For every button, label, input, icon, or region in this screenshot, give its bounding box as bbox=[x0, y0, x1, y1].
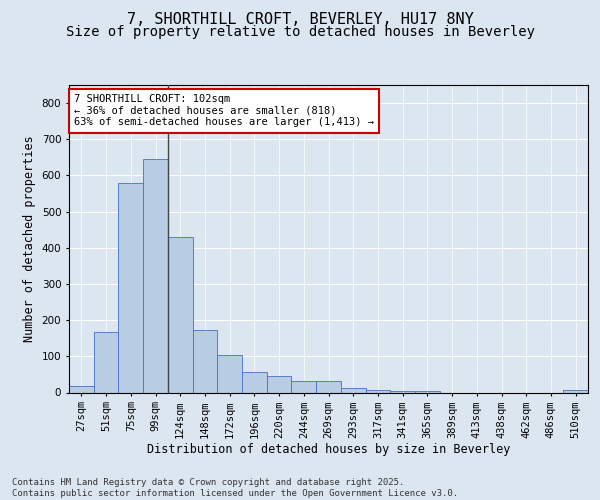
Y-axis label: Number of detached properties: Number of detached properties bbox=[23, 136, 36, 342]
Bar bbox=[316, 381, 341, 392]
Bar bbox=[341, 388, 365, 392]
Bar bbox=[415, 390, 440, 392]
Bar bbox=[267, 376, 292, 392]
Text: Contains HM Land Registry data © Crown copyright and database right 2025.
Contai: Contains HM Land Registry data © Crown c… bbox=[12, 478, 458, 498]
X-axis label: Distribution of detached houses by size in Beverley: Distribution of detached houses by size … bbox=[147, 443, 510, 456]
Bar bbox=[143, 159, 168, 392]
Bar bbox=[94, 332, 118, 392]
Bar bbox=[193, 330, 217, 392]
Bar bbox=[69, 386, 94, 392]
Text: Size of property relative to detached houses in Beverley: Size of property relative to detached ho… bbox=[65, 25, 535, 39]
Text: 7, SHORTHILL CROFT, BEVERLEY, HU17 8NY: 7, SHORTHILL CROFT, BEVERLEY, HU17 8NY bbox=[127, 12, 473, 28]
Bar bbox=[242, 372, 267, 392]
Bar bbox=[390, 390, 415, 392]
Bar bbox=[217, 355, 242, 393]
Bar bbox=[292, 381, 316, 392]
Text: 7 SHORTHILL CROFT: 102sqm
← 36% of detached houses are smaller (818)
63% of semi: 7 SHORTHILL CROFT: 102sqm ← 36% of detac… bbox=[74, 94, 374, 128]
Bar bbox=[118, 182, 143, 392]
Bar bbox=[168, 237, 193, 392]
Bar bbox=[365, 390, 390, 392]
Bar bbox=[563, 390, 588, 392]
